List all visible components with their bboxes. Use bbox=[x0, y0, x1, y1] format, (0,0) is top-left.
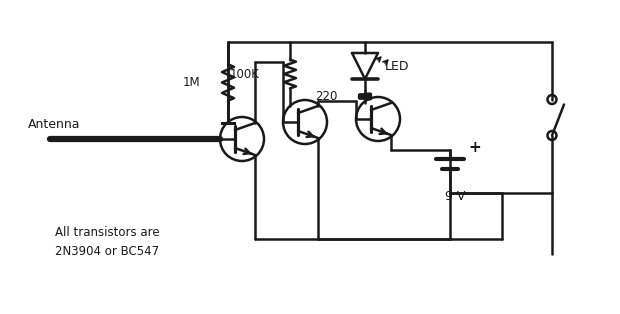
Text: 9 V: 9 V bbox=[445, 190, 465, 203]
Text: LED: LED bbox=[385, 59, 409, 73]
Text: +: + bbox=[468, 139, 481, 154]
Text: All transistors are
2N3904 or BC547: All transistors are 2N3904 or BC547 bbox=[55, 226, 159, 258]
Text: 100K: 100K bbox=[230, 68, 260, 80]
Text: 220: 220 bbox=[314, 90, 337, 103]
Text: 1M: 1M bbox=[182, 76, 200, 89]
Text: Antenna: Antenna bbox=[28, 118, 81, 132]
